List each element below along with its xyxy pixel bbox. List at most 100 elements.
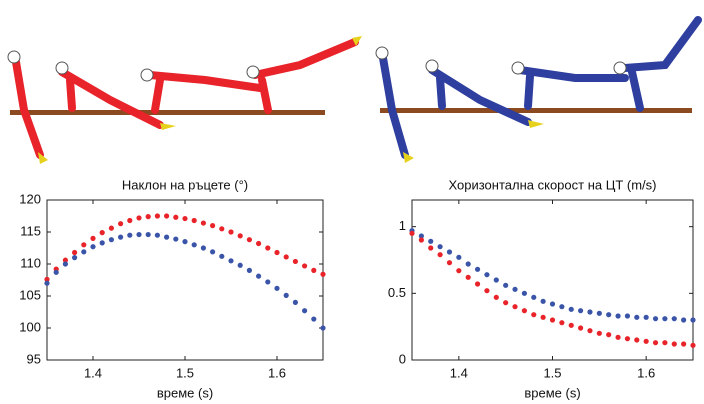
data-point: [428, 245, 433, 250]
data-point: [672, 341, 677, 346]
data-point: [293, 300, 298, 305]
data-point: [256, 241, 261, 246]
data-point: [690, 317, 695, 322]
data-point: [118, 221, 123, 226]
data-point: [302, 308, 307, 313]
data-point: [456, 268, 461, 273]
data-point: [569, 307, 574, 312]
data-point: [201, 220, 206, 225]
data-point: [146, 232, 151, 237]
data-point: [522, 291, 527, 296]
y-tick-label: 95: [27, 351, 41, 366]
data-point: [219, 226, 224, 231]
data-point: [164, 213, 169, 218]
data-point: [541, 299, 546, 304]
data-point: [531, 312, 536, 317]
plot-frame: [47, 200, 323, 360]
data-point: [247, 268, 252, 273]
data-point: [672, 316, 677, 321]
data-point: [681, 341, 686, 346]
data-point: [81, 242, 86, 247]
data-point: [320, 325, 325, 330]
data-point: [238, 263, 243, 268]
data-point: [155, 213, 160, 218]
data-point: [265, 279, 270, 284]
data-point: [109, 237, 114, 242]
data-point: [274, 250, 279, 255]
y-tick-label: 1: [399, 218, 406, 233]
data-point: [136, 232, 141, 237]
plot-frame: [412, 200, 693, 360]
data-point: [146, 214, 151, 219]
data-point: [662, 340, 667, 345]
data-point: [606, 312, 611, 317]
data-point: [550, 301, 555, 306]
y-tick-label: 0.5: [388, 285, 406, 300]
data-point: [210, 249, 215, 254]
data-point: [587, 328, 592, 333]
data-point: [522, 308, 527, 313]
data-point: [503, 283, 508, 288]
data-point: [606, 332, 611, 337]
data-point: [456, 255, 461, 260]
data-point: [320, 272, 325, 277]
bar-left: [10, 110, 325, 115]
data-point: [173, 215, 178, 220]
x-tick-label: 1.4: [84, 365, 102, 380]
data-point: [256, 274, 261, 279]
data-point: [597, 331, 602, 336]
red-figures: [16, 42, 355, 155]
y-tick-label: 115: [20, 223, 41, 238]
data-point: [531, 295, 536, 300]
data-point: [559, 320, 564, 325]
data-point: [173, 236, 178, 241]
data-point: [118, 235, 123, 240]
y-tick-label: 100: [19, 319, 41, 334]
data-point: [192, 242, 197, 247]
data-point: [475, 281, 480, 286]
blue-feet: [403, 120, 544, 163]
data-point: [201, 245, 206, 250]
figure: Наклон на ръцете (°)време (s)95100105110…: [0, 0, 704, 404]
data-point: [274, 286, 279, 291]
y-tick-label: 105: [19, 287, 41, 302]
chart-title: Хоризонтална скорост на ЦТ (m/s): [449, 177, 657, 192]
data-point: [311, 268, 316, 273]
data-point: [164, 235, 169, 240]
data-point: [690, 343, 695, 348]
data-point: [302, 263, 307, 268]
data-point: [494, 295, 499, 300]
data-point: [615, 335, 620, 340]
data-point: [615, 313, 620, 318]
data-point: [569, 323, 574, 328]
data-point: [578, 325, 583, 330]
data-point: [494, 277, 499, 282]
data-point: [284, 293, 289, 298]
data-point: [587, 309, 592, 314]
data-point: [484, 288, 489, 293]
data-point: [127, 218, 132, 223]
blue-heads: [376, 47, 626, 74]
data-point: [550, 317, 555, 322]
bar-right: [380, 108, 692, 113]
data-point: [409, 231, 414, 236]
data-point: [653, 340, 658, 345]
data-point: [182, 216, 187, 221]
data-point: [559, 304, 564, 309]
data-point: [192, 218, 197, 223]
data-point: [155, 233, 160, 238]
data-point: [210, 223, 215, 228]
data-point: [512, 287, 517, 292]
data-point: [475, 267, 480, 272]
data-point: [644, 339, 649, 344]
data-point: [54, 270, 59, 275]
data-point: [44, 281, 49, 286]
x-axis-label: време (s): [524, 385, 580, 400]
data-point: [72, 255, 77, 260]
data-point: [634, 315, 639, 320]
data-point: [466, 261, 471, 266]
data-point: [72, 250, 77, 255]
y-tick-label: 120: [19, 191, 41, 206]
data-point: [136, 215, 141, 220]
data-point: [597, 311, 602, 316]
